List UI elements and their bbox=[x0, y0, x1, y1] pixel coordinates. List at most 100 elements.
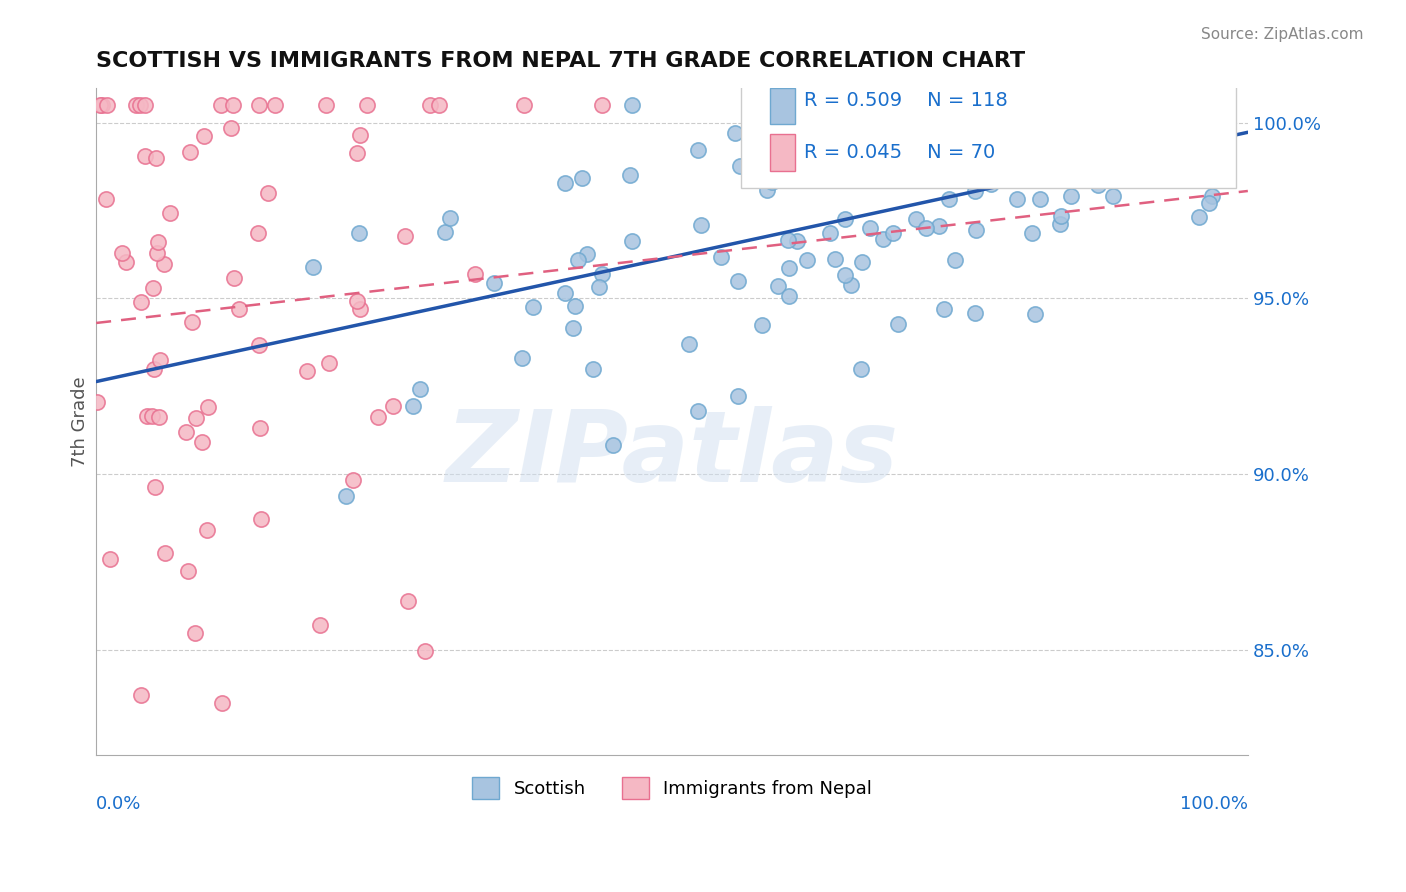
Immigrants from Nepal bbox=[228, 302, 250, 317]
Immigrants from Nepal bbox=[318, 356, 340, 370]
Scottish bbox=[934, 302, 956, 317]
Immigrants from Nepal bbox=[136, 409, 159, 423]
Scottish bbox=[851, 254, 873, 268]
Immigrants from Nepal bbox=[143, 480, 166, 494]
Scottish bbox=[1026, 146, 1049, 161]
Immigrants from Nepal bbox=[382, 399, 405, 413]
Immigrants from Nepal bbox=[396, 594, 419, 608]
Scottish bbox=[1092, 121, 1115, 136]
Immigrants from Nepal bbox=[308, 617, 330, 632]
Immigrants from Nepal bbox=[96, 98, 118, 112]
Scottish bbox=[896, 135, 918, 149]
Scottish bbox=[938, 192, 960, 206]
Scottish bbox=[621, 234, 644, 248]
Scottish bbox=[938, 157, 960, 171]
Scottish bbox=[851, 362, 873, 376]
Scottish bbox=[817, 136, 839, 151]
Scottish bbox=[778, 233, 800, 247]
Immigrants from Nepal bbox=[94, 192, 117, 206]
Scottish bbox=[727, 274, 749, 288]
Scottish bbox=[575, 247, 598, 261]
Scottish bbox=[678, 337, 700, 351]
Scottish bbox=[965, 223, 987, 237]
Scottish bbox=[1166, 141, 1188, 155]
Immigrants from Nepal bbox=[191, 435, 214, 450]
Scottish bbox=[434, 225, 457, 239]
Scottish bbox=[564, 299, 586, 313]
Legend: Scottish, Immigrants from Nepal: Scottish, Immigrants from Nepal bbox=[465, 770, 879, 806]
Scottish bbox=[834, 268, 856, 283]
Immigrants from Nepal bbox=[222, 98, 245, 112]
Scottish bbox=[1024, 98, 1046, 112]
Immigrants from Nepal bbox=[264, 98, 287, 112]
Scottish bbox=[853, 98, 876, 112]
Immigrants from Nepal bbox=[153, 256, 176, 270]
Scottish bbox=[588, 279, 610, 293]
Scottish bbox=[768, 144, 790, 158]
Immigrants from Nepal bbox=[247, 98, 270, 112]
Immigrants from Nepal bbox=[114, 255, 136, 269]
Immigrants from Nepal bbox=[197, 400, 219, 414]
Immigrants from Nepal bbox=[342, 473, 364, 487]
Scottish bbox=[938, 169, 960, 184]
Immigrants from Nepal bbox=[148, 235, 170, 249]
Immigrants from Nepal bbox=[211, 696, 233, 710]
Scottish bbox=[943, 253, 966, 268]
Scottish bbox=[510, 351, 533, 366]
Scottish bbox=[1170, 165, 1192, 179]
Scottish bbox=[905, 212, 928, 227]
Scottish bbox=[963, 306, 986, 320]
Immigrants from Nepal bbox=[193, 129, 215, 144]
Scottish bbox=[877, 128, 900, 142]
Scottish bbox=[522, 300, 544, 314]
Scottish bbox=[302, 260, 325, 275]
Scottish bbox=[1195, 129, 1218, 144]
Scottish bbox=[997, 120, 1019, 135]
Scottish bbox=[1208, 98, 1230, 112]
Scottish bbox=[554, 285, 576, 300]
Scottish bbox=[887, 317, 910, 331]
Scottish bbox=[1053, 164, 1076, 178]
Scottish bbox=[1060, 189, 1083, 203]
Immigrants from Nepal bbox=[513, 98, 536, 112]
Immigrants from Nepal bbox=[142, 362, 165, 376]
Scottish bbox=[776, 151, 799, 165]
Scottish bbox=[1128, 137, 1150, 152]
Immigrants from Nepal bbox=[180, 315, 202, 329]
Immigrants from Nepal bbox=[209, 98, 232, 112]
Scottish bbox=[402, 399, 425, 413]
Immigrants from Nepal bbox=[131, 689, 153, 703]
Scottish bbox=[1166, 164, 1188, 178]
Scottish bbox=[856, 120, 879, 134]
Immigrants from Nepal bbox=[186, 411, 208, 425]
Immigrants from Nepal bbox=[394, 229, 416, 244]
Immigrants from Nepal bbox=[419, 98, 441, 112]
Immigrants from Nepal bbox=[346, 146, 368, 161]
Scottish bbox=[859, 220, 882, 235]
Scottish bbox=[786, 234, 808, 248]
Scottish bbox=[1188, 211, 1211, 225]
Immigrants from Nepal bbox=[295, 364, 318, 378]
Scottish bbox=[690, 218, 713, 232]
Scottish bbox=[1007, 192, 1029, 206]
Immigrants from Nepal bbox=[145, 151, 167, 165]
Immigrants from Nepal bbox=[129, 98, 152, 112]
Scottish bbox=[872, 232, 894, 246]
Scottish bbox=[724, 126, 747, 140]
Scottish bbox=[860, 168, 883, 182]
Immigrants from Nepal bbox=[129, 295, 152, 310]
Immigrants from Nepal bbox=[247, 338, 270, 352]
Text: SCOTTISH VS IMMIGRANTS FROM NEPAL 7TH GRADE CORRELATION CHART: SCOTTISH VS IMMIGRANTS FROM NEPAL 7TH GR… bbox=[96, 51, 1025, 70]
Scottish bbox=[969, 173, 991, 187]
Scottish bbox=[1116, 142, 1139, 156]
Scottish bbox=[1101, 189, 1123, 203]
Text: R = 0.509    N = 118: R = 0.509 N = 118 bbox=[804, 91, 1008, 111]
Immigrants from Nepal bbox=[184, 626, 207, 640]
Scottish bbox=[890, 124, 912, 138]
Immigrants from Nepal bbox=[221, 120, 243, 135]
Scottish bbox=[796, 252, 818, 267]
Scottish bbox=[439, 211, 461, 226]
Scottish bbox=[571, 170, 593, 185]
Scottish bbox=[553, 177, 575, 191]
Scottish bbox=[1021, 226, 1043, 240]
